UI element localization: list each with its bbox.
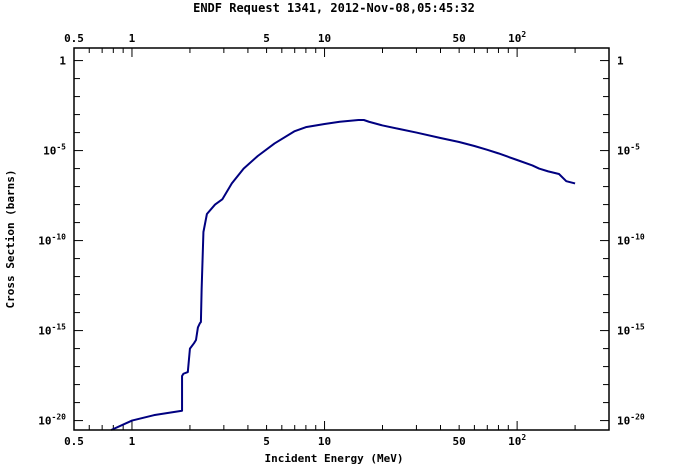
y-tick-label-right: 10-5 [617,143,640,158]
plot-frame [73,47,610,431]
y-tick-label-left: 1 [59,55,66,68]
y-tick-label-left: 10-10 [38,233,66,248]
cross-section-curve [110,119,576,431]
x-tick-label-bottom: 50 [453,435,466,448]
axis-tick-labels: 0.5 0.5 1 1 5 5 10 10 50 50 102 102 1 1 10-5 10-5 10-10 1… [38,30,645,448]
x-tick-label-bottom: 0.5 [64,435,84,448]
y-tick-label-left: 10-5 [43,143,66,158]
x-tick-label-top: 10 [318,32,331,45]
y-tick-label-right: 10-20 [617,413,645,428]
x-axis-label: Incident Energy (MeV) [264,452,403,465]
y-tick-label-right: 10-10 [617,233,645,248]
x-tick-label-top: 50 [453,32,466,45]
y-tick-label-left: 10-15 [38,323,66,338]
x-tick-label-bottom: 102 [508,433,526,448]
x-tick-label-top: 0.5 [64,32,84,45]
y-axis-label: Cross Section (barns) [4,169,17,308]
x-tick-label-bottom: 5 [263,435,270,448]
x-tick-label-bottom: 1 [129,435,136,448]
x-tick-label-bottom: 10 [318,435,331,448]
y-tick-label-right: 10-15 [617,323,645,338]
x-tick-label-top: 102 [508,30,526,45]
axis-ticks [73,48,610,430]
chart-title: ENDF Request 1341, 2012-Nov-08,05:45:32 [193,1,475,15]
y-tick-label-right: 1 [617,55,624,68]
x-tick-label-top: 1 [129,32,136,45]
x-tick-label-top: 5 [263,32,270,45]
y-tick-label-left: 10-20 [38,413,66,428]
